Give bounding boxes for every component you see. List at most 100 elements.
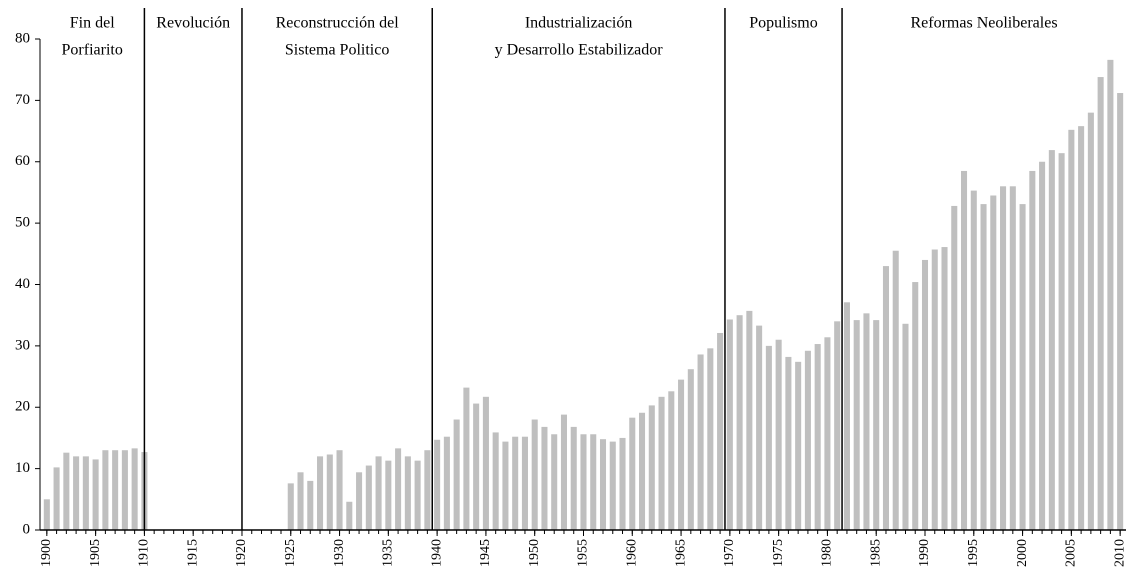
bar xyxy=(990,195,997,530)
x-tick-label: 1910 xyxy=(137,539,152,567)
bar xyxy=(112,450,119,530)
bar xyxy=(375,456,382,530)
bar xyxy=(1097,77,1104,531)
bar xyxy=(131,448,138,530)
period-label: Porfiarito xyxy=(62,42,123,59)
x-tick-label: 2005 xyxy=(1064,539,1079,567)
bar xyxy=(599,439,607,530)
y-tick-label: 40 xyxy=(15,276,30,292)
bar xyxy=(951,205,958,530)
bar xyxy=(365,465,372,530)
bar xyxy=(326,454,333,530)
x-tick-label: 1970 xyxy=(722,539,737,567)
bar xyxy=(736,315,743,530)
bar xyxy=(961,170,968,531)
period-label: Fin del xyxy=(70,15,115,32)
x-tick-label: 1995 xyxy=(966,539,981,567)
bar xyxy=(834,321,841,530)
x-tick-label: 1915 xyxy=(185,539,200,567)
bar xyxy=(717,332,724,530)
bar xyxy=(92,459,99,530)
y-tick-label: 70 xyxy=(15,92,30,108)
bar xyxy=(785,356,792,530)
bar xyxy=(668,391,675,530)
bar xyxy=(775,339,782,530)
bar xyxy=(1000,186,1007,531)
period-label: Populismo xyxy=(749,15,817,32)
bar xyxy=(521,436,528,530)
bar xyxy=(307,480,314,530)
period-label: Reformas Neoliberales xyxy=(910,15,1057,32)
y-tick-label: 20 xyxy=(15,399,30,415)
bar xyxy=(102,450,109,530)
bar xyxy=(931,249,938,531)
x-tick-label: 1955 xyxy=(576,539,591,567)
bar xyxy=(463,387,470,530)
bar xyxy=(53,467,60,530)
bar xyxy=(317,456,324,530)
bar xyxy=(63,452,70,530)
x-tick-label: 1965 xyxy=(673,539,688,567)
bar xyxy=(746,310,753,530)
bar xyxy=(804,350,811,530)
period-label: Industrialización xyxy=(525,15,633,32)
y-tick-label: 10 xyxy=(15,460,30,476)
bar xyxy=(121,450,128,530)
bar xyxy=(1039,161,1046,530)
bar xyxy=(356,472,363,530)
bar xyxy=(970,190,977,530)
bar xyxy=(287,483,294,530)
period-label: Revolución xyxy=(156,15,230,32)
y-tick-label: 60 xyxy=(15,153,30,169)
bar xyxy=(1058,153,1065,530)
bar xyxy=(482,396,489,530)
bar xyxy=(639,412,646,530)
bar xyxy=(297,472,304,530)
x-tick-label: 1900 xyxy=(39,539,54,567)
bar xyxy=(863,313,870,530)
bar xyxy=(336,450,343,530)
bar xyxy=(882,266,889,530)
bar xyxy=(902,323,909,530)
bar xyxy=(531,419,538,530)
y-tick-label: 50 xyxy=(15,215,30,231)
bar xyxy=(629,417,636,530)
x-tick-label: 1905 xyxy=(88,539,103,567)
bar xyxy=(434,439,441,530)
bar xyxy=(502,441,509,530)
bar xyxy=(395,448,402,530)
bar xyxy=(697,354,704,530)
x-tick-label: 2010 xyxy=(1112,539,1127,567)
bar xyxy=(1087,112,1094,531)
bar xyxy=(873,320,880,530)
bar xyxy=(795,361,802,530)
bar xyxy=(1117,93,1124,530)
bar xyxy=(892,250,899,530)
x-tick-label: 1940 xyxy=(429,539,444,567)
bar xyxy=(1068,129,1075,530)
bar xyxy=(726,319,733,530)
y-tick-label: 0 xyxy=(23,521,31,537)
bar xyxy=(707,348,714,530)
bar xyxy=(73,456,80,530)
bar xyxy=(1029,170,1036,531)
bar xyxy=(443,436,450,530)
bar xyxy=(414,460,421,530)
bar xyxy=(43,499,50,530)
bar xyxy=(756,325,763,530)
bar xyxy=(453,419,460,530)
period-label: y Desarrollo Estabilizador xyxy=(495,42,664,59)
bar xyxy=(912,282,919,530)
x-tick-label: 1960 xyxy=(624,539,639,567)
x-tick-label: 1930 xyxy=(332,539,347,567)
period-label: Sistema Politico xyxy=(285,42,389,59)
bar xyxy=(658,396,665,530)
bar xyxy=(853,320,860,530)
bar xyxy=(541,426,548,530)
y-tick-label: 80 xyxy=(15,30,30,46)
bar xyxy=(619,437,626,530)
bar xyxy=(590,434,597,530)
x-tick-label: 1985 xyxy=(868,539,883,567)
period-label: Reconstrucción del xyxy=(276,15,400,32)
